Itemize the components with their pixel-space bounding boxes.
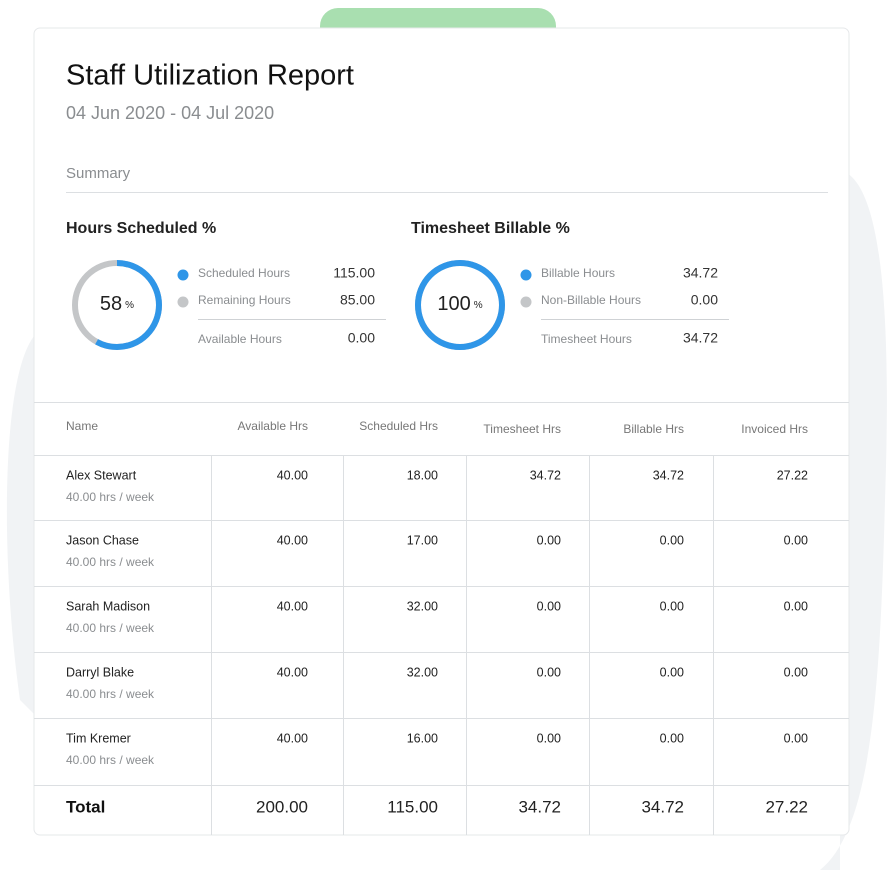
cell-value: 34.72	[530, 468, 561, 482]
cell-value: 0.00	[537, 731, 561, 745]
total-cell: 115.00	[387, 797, 438, 816]
report-title: Staff Utilization Report	[66, 60, 354, 92]
cell-value: 0.00	[660, 533, 684, 547]
column-header: Name	[66, 419, 98, 433]
legend-value: 85.00	[340, 292, 375, 308]
cell-value: 0.00	[660, 731, 684, 745]
staff-name: Jason Chase	[66, 533, 139, 547]
donut-label: 58%	[100, 293, 134, 315]
column-header: Scheduled Hrs	[359, 419, 438, 433]
summary-label: Summary	[66, 165, 131, 182]
cell-value: 32.00	[407, 665, 438, 679]
percent-value: 100	[437, 293, 470, 315]
cell-value: 40.00	[277, 599, 308, 613]
staff-capacity: 40.00 hrs / week	[66, 621, 155, 635]
total-row-label: Total	[66, 797, 105, 816]
donut-arc	[72, 260, 162, 350]
cell-value: 40.00	[277, 731, 308, 745]
bg-blob	[820, 170, 887, 870]
column-header: Invoiced Hrs	[741, 422, 808, 436]
cell-value: 32.00	[407, 599, 438, 613]
legend-label: Scheduled Hours	[198, 266, 290, 280]
cell-value: 16.00	[407, 731, 438, 745]
bg-blob	[6, 330, 40, 720]
legend-dot	[177, 269, 189, 281]
legend-value: 34.72	[683, 265, 718, 281]
staff-capacity: 40.00 hrs / week	[66, 753, 155, 767]
staff-name: Alex Stewart	[66, 468, 137, 482]
cell-value: 0.00	[537, 599, 561, 613]
donut-arc	[415, 260, 505, 350]
legend-label: Billable Hours	[541, 266, 615, 280]
total-value: 0.00	[348, 330, 375, 346]
cell-value: 0.00	[660, 599, 684, 613]
legend-label: Non-Billable Hours	[541, 293, 641, 307]
donut-label: 100%	[437, 293, 482, 315]
column-header: Billable Hrs	[623, 422, 684, 436]
cell-value: 27.22	[777, 468, 808, 482]
percent-value: 58	[100, 293, 122, 315]
legend-dot	[520, 269, 532, 281]
total-value: 34.72	[683, 330, 718, 346]
cell-value: 34.72	[653, 468, 684, 482]
percent-unit: %	[474, 300, 483, 311]
staff-capacity: 40.00 hrs / week	[66, 490, 155, 504]
total-label: Timesheet Hours	[541, 332, 632, 346]
cell-value: 17.00	[407, 533, 438, 547]
staff-name: Tim Kremer	[66, 731, 131, 745]
legend-dot	[520, 296, 532, 308]
cell-value: 0.00	[784, 731, 808, 745]
legend-value: 0.00	[691, 292, 718, 308]
cell-value: 0.00	[537, 665, 561, 679]
staff-capacity: 40.00 hrs / week	[66, 555, 155, 569]
cell-value: 0.00	[537, 533, 561, 547]
cell-value: 0.00	[660, 665, 684, 679]
column-header: Timesheet Hrs	[483, 422, 561, 436]
total-cell: 34.72	[518, 797, 561, 816]
staff-name: Darryl Blake	[66, 665, 134, 679]
cell-value: 40.00	[277, 665, 308, 679]
total-cell: 34.72	[641, 797, 684, 816]
cell-value: 40.00	[277, 533, 308, 547]
cell-value: 18.00	[407, 468, 438, 482]
cell-value: 0.00	[784, 665, 808, 679]
cell-value: 0.00	[784, 533, 808, 547]
panel-title: Timesheet Billable %	[411, 220, 570, 237]
total-label: Available Hours	[198, 332, 282, 346]
legend-label: Remaining Hours	[198, 293, 291, 307]
legend-value: 115.00	[333, 265, 375, 281]
total-cell: 200.00	[256, 797, 308, 816]
legend-dot	[177, 296, 189, 308]
cell-value: 40.00	[277, 468, 308, 482]
date-range: 04 Jun 2020 - 04 Jul 2020	[66, 103, 274, 123]
card	[33, 27, 850, 836]
panel-title: Hours Scheduled %	[66, 220, 216, 237]
total-cell: 27.22	[765, 797, 808, 816]
staff-name: Sarah Madison	[66, 599, 150, 613]
staff-capacity: 40.00 hrs / week	[66, 687, 155, 701]
percent-unit: %	[125, 300, 134, 311]
column-header: Available Hrs	[238, 419, 308, 433]
cell-value: 0.00	[784, 599, 808, 613]
